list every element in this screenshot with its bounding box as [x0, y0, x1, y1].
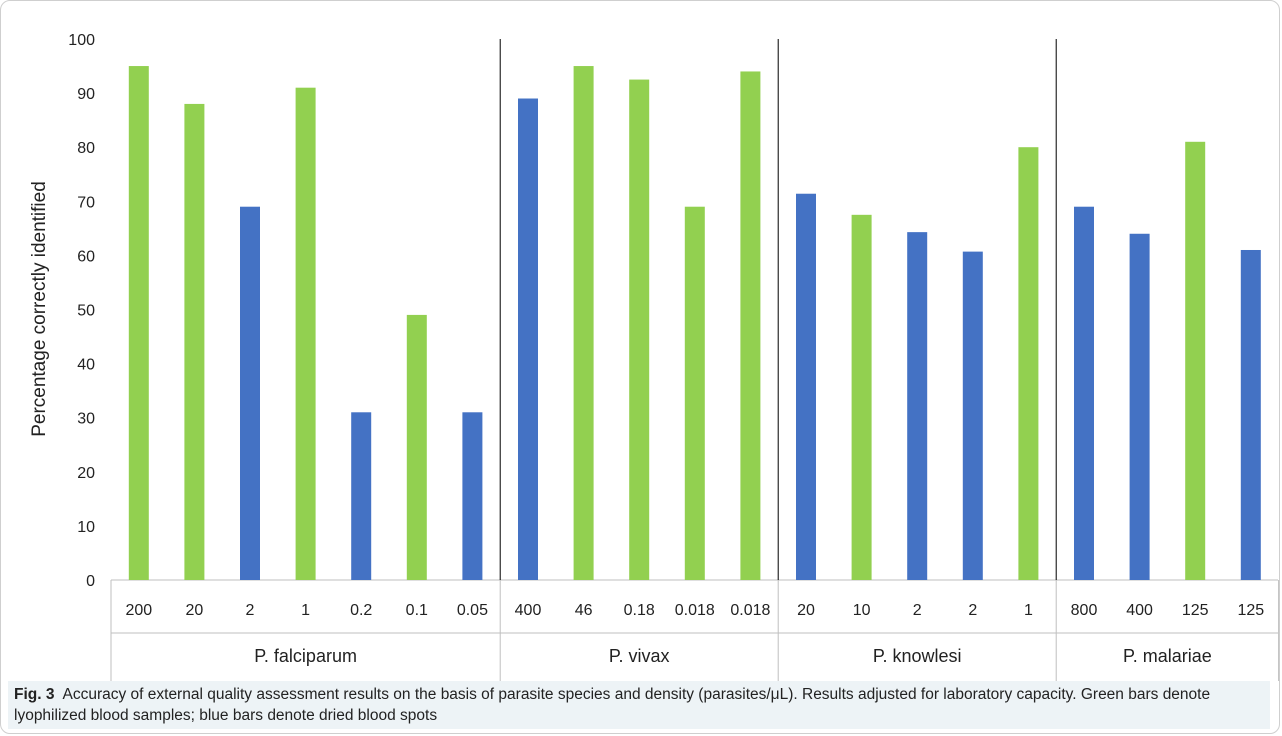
bar: [1185, 141, 1206, 581]
y-tick-label: 40: [77, 357, 95, 374]
bar: [184, 103, 205, 581]
bar: [295, 87, 316, 580]
x-tick-label: 2: [913, 602, 922, 619]
x-tick-label: 2: [246, 602, 255, 619]
group-label: P. vivax: [609, 646, 670, 666]
bar-chart: Percentage correctly identified 0 10 20 30 4…: [29, 32, 1280, 681]
y-tick-label: 20: [77, 465, 95, 482]
y-tick-label: 80: [77, 140, 95, 157]
bar: [351, 412, 372, 580]
bar: [573, 66, 594, 581]
figure-caption: Fig. 3 Accuracy of external quality asses…: [8, 681, 1270, 729]
caption-text: Accuracy of external quality assessment …: [14, 686, 1211, 724]
bar: [240, 206, 260, 580]
y-tick-label: 100: [68, 32, 95, 49]
x-tick-label: 200: [125, 602, 152, 619]
bar: [518, 98, 538, 580]
bar: [796, 193, 816, 580]
x-tick-label: 1: [301, 602, 310, 619]
x-tick-label: 10: [853, 602, 871, 619]
group-label: P. falciparum: [254, 646, 357, 666]
x-tick-label: 2: [968, 602, 977, 619]
bar: [851, 214, 872, 580]
y-tick-label: 60: [77, 248, 95, 265]
bar: [406, 314, 427, 580]
y-axis-label: Percentage correctly identified: [29, 181, 50, 437]
x-tick-label: 125: [1237, 602, 1264, 619]
x-tick-label: 20: [797, 602, 815, 619]
y-tick-label: 0: [86, 573, 95, 590]
x-tick-label: 20: [186, 602, 204, 619]
x-tick-label: 0.1: [406, 602, 428, 619]
x-tick-label: 0.05: [457, 602, 488, 619]
y-tick-label: 70: [77, 194, 95, 211]
x-tick-label: 0.2: [350, 602, 372, 619]
y-tick-label: 50: [77, 303, 95, 320]
caption-label: Fig. 3: [14, 686, 55, 703]
bar: [629, 79, 650, 580]
x-tick-label: 400: [1126, 602, 1153, 619]
x-tick-label: 46: [575, 602, 593, 619]
x-tick-label: 800: [1071, 602, 1098, 619]
x-tick-label: 1: [1024, 602, 1033, 619]
bar: [1240, 249, 1261, 581]
bar: [1018, 147, 1039, 580]
x-tick-label: 0.018: [730, 602, 770, 619]
x-tick-label: 0.018: [675, 602, 715, 619]
bar: [1129, 233, 1150, 580]
y-tick-label: 10: [77, 519, 95, 536]
bar: [684, 206, 705, 580]
x-tick-label: 400: [515, 602, 542, 619]
bar: [740, 71, 761, 581]
group-label: P. knowlesi: [873, 646, 962, 666]
bar: [962, 251, 983, 580]
group-label: P. malariae: [1123, 646, 1212, 666]
bar: [1074, 206, 1094, 580]
bar: [907, 232, 928, 580]
bar: [462, 412, 483, 580]
x-tick-label: 125: [1182, 602, 1209, 619]
y-tick-label: 30: [77, 411, 95, 428]
y-tick-label: 90: [77, 86, 95, 103]
bar: [128, 66, 149, 581]
x-tick-label: 0.18: [624, 602, 655, 619]
